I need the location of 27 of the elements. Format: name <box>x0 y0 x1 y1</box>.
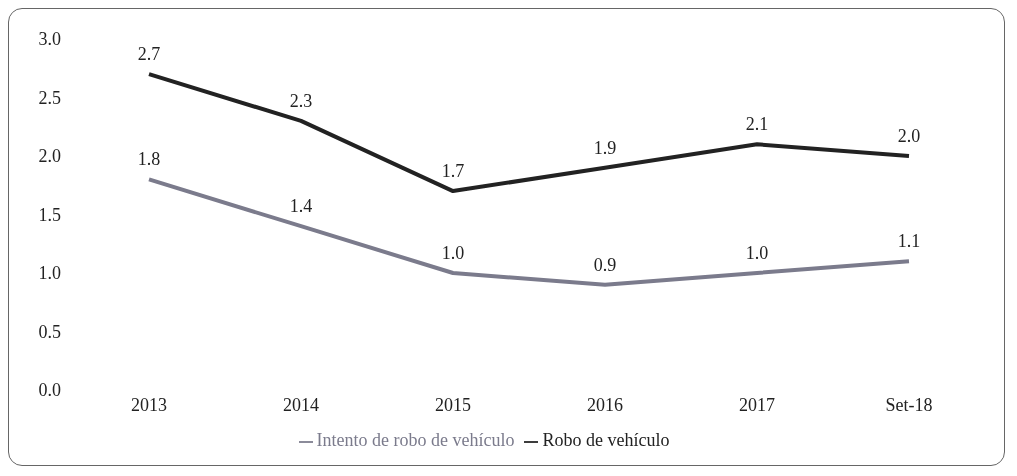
data-label: 1.4 <box>289 196 313 217</box>
y-tick-label: 0.0 <box>38 380 61 401</box>
data-label: 1.0 <box>745 243 769 263</box>
x-tick-label: 2015 <box>435 394 471 415</box>
y-tick-label: 2.0 <box>38 146 61 167</box>
y-tick-label: 1.5 <box>38 204 61 225</box>
y-tick-label: 2.5 <box>38 87 61 108</box>
data-label: 2.0 <box>897 126 921 146</box>
data-label: 2.3 <box>289 90 313 111</box>
data-label: 1.0 <box>441 243 465 263</box>
x-tick-label: Set-18 <box>885 394 933 415</box>
x-tick-label: 2016 <box>587 394 623 415</box>
data-label: 1.7 <box>441 161 465 182</box>
x-tick-label: 2013 <box>131 394 167 415</box>
data-label: 1.8 <box>137 149 161 170</box>
data-label: 1.1 <box>897 231 921 252</box>
data-label: 2.7 <box>137 44 161 65</box>
data-label: 1.9 <box>593 137 617 158</box>
y-tick-label: 1.0 <box>38 263 61 284</box>
y-tick-label: 3.0 <box>38 29 61 50</box>
x-tick-label: 2014 <box>283 394 319 415</box>
legend-label: Robo de vehículo <box>542 430 670 450</box>
y-tick-label: 0.5 <box>38 321 61 342</box>
legend-label: Intento de robo de vehículo <box>316 430 515 450</box>
x-tick-label: 2017 <box>739 394 775 415</box>
data-label: 2.1 <box>745 114 769 135</box>
data-label: 0.9 <box>593 254 617 275</box>
